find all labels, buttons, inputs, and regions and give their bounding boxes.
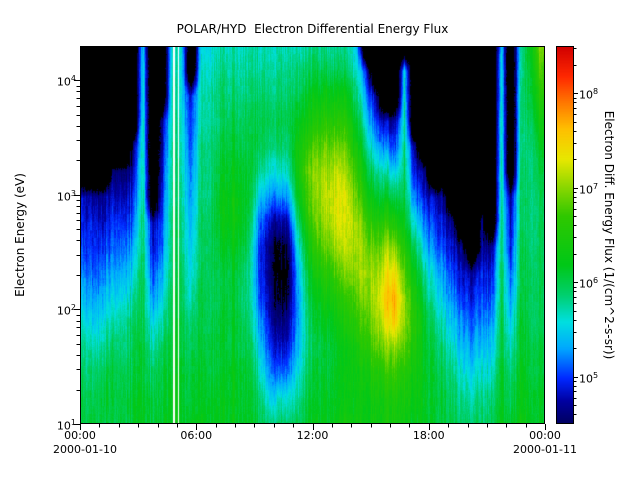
y-tick-label: 104 (56, 74, 76, 90)
date-label-start: 2000-01-10 (53, 443, 117, 456)
x-tick-label: 06:00 (180, 429, 213, 442)
y-tick-label: 101 (56, 418, 76, 433)
colorbar-frame (556, 46, 574, 424)
spectrogram-canvas (80, 46, 545, 424)
y-tick-label: 102 (56, 303, 76, 319)
date-label-end: 2000-01-11 (513, 443, 577, 456)
colorbar-tick-label: 107 (579, 181, 599, 197)
plot-frame (80, 46, 545, 424)
chart-title: POLAR/HYD Electron Differential Energy F… (176, 22, 449, 36)
y-tick-label: 103 (56, 188, 76, 204)
x-tick-label: 00:00 (529, 429, 561, 442)
axis-ticks (74, 48, 578, 430)
x-tick-label: 18:00 (412, 429, 445, 442)
colorbar-label: Electron Diff. Energy Flux (1/(cm^2-s-sr… (602, 110, 616, 360)
colorbar-tick-label: 108 (579, 87, 599, 102)
x-tick-label: 00:00 (64, 429, 96, 442)
colorbar-canvas (556, 46, 574, 424)
x-tick-label: 12:00 (296, 429, 329, 442)
colorbar-tick-label: 105 (579, 370, 599, 386)
colorbar-tick-label: 106 (579, 276, 599, 291)
